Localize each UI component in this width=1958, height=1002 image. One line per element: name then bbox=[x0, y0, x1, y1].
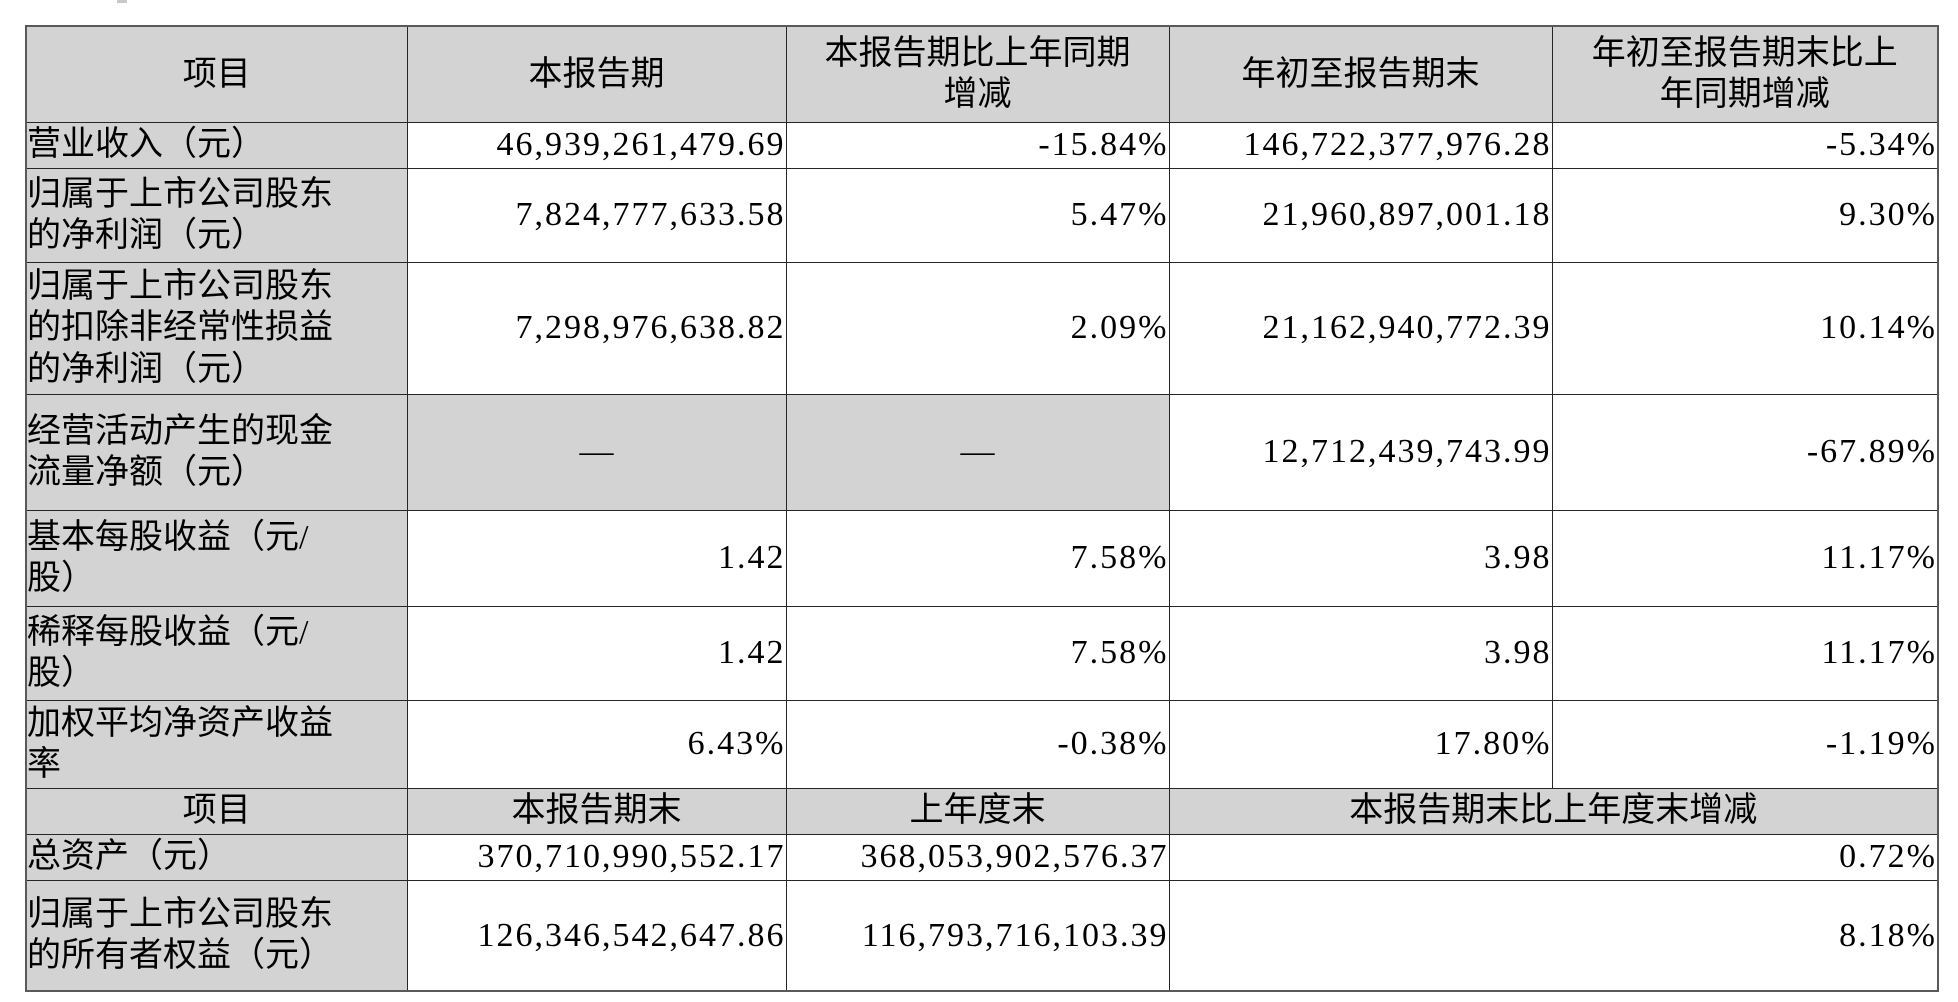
column-header-end-current: 本报告期末 bbox=[406, 787, 787, 835]
value-cell: 1.42 bbox=[406, 605, 787, 701]
column-header-ytd: 年初至报告期末 bbox=[1168, 25, 1553, 123]
value-cell: 17.80% bbox=[1168, 699, 1553, 789]
value-cell: -1.19% bbox=[1551, 699, 1939, 789]
value-cell: 9.30% bbox=[1551, 167, 1939, 263]
value-cell: -0.38% bbox=[785, 699, 1170, 789]
value-cell: 12,712,439,743.99 bbox=[1168, 393, 1553, 511]
value-cell: 21,162,940,772.39 bbox=[1168, 261, 1553, 395]
value-cell: 7.58% bbox=[785, 605, 1170, 701]
value-cell: 116,793,716,103.39 bbox=[785, 879, 1170, 992]
column-header-ytd-change: 年初至报告期末比上 年同期增减 bbox=[1551, 25, 1939, 123]
column-header-item-2: 项目 bbox=[25, 787, 408, 835]
value-cell: 21,960,897,001.18 bbox=[1168, 167, 1553, 263]
row-label: 归属于上市公司股东 的所有者权益（元） bbox=[25, 879, 408, 992]
value-cell: 3.98 bbox=[1168, 509, 1553, 607]
value-cell: 368,053,902,576.37 bbox=[785, 833, 1170, 881]
table-row-owners-equity: 归属于上市公司股东 的所有者权益（元） 126,346,542,647.86 1… bbox=[25, 879, 1939, 992]
value-cell-empty: — bbox=[406, 393, 787, 511]
table-row-diluted-eps: 稀释每股收益（元/ 股） 1.42 7.58% 3.98 11.17% bbox=[25, 605, 1939, 701]
table-row-net-profit-excl-nonrecurring: 归属于上市公司股东 的扣除非经常性损益 的净利润（元） 7,298,976,63… bbox=[25, 261, 1939, 395]
row-label: 归属于上市公司股东 的扣除非经常性损益 的净利润（元） bbox=[25, 261, 408, 395]
table-row-operating-cash-flow: 经营活动产生的现金 流量净额（元） — — 12,712,439,743.99 … bbox=[25, 393, 1939, 511]
value-cell: -5.34% bbox=[1551, 121, 1939, 169]
value-cell: 0.72% bbox=[1168, 833, 1939, 881]
row-label: 总资产（元） bbox=[25, 833, 408, 881]
row-label: 基本每股收益（元/ 股） bbox=[25, 509, 408, 607]
value-cell: 8.18% bbox=[1168, 879, 1939, 992]
column-header-current-period-change: 本报告期比上年同期 增减 bbox=[785, 25, 1170, 123]
value-cell: 1.42 bbox=[406, 509, 787, 607]
value-cell: 126,346,542,647.86 bbox=[406, 879, 787, 992]
section2-header-row: 项目 本报告期末 上年度末 本报告期末比上年度末增减 bbox=[25, 787, 1939, 835]
value-cell: 10.14% bbox=[1551, 261, 1939, 395]
row-label: 营业收入（元） bbox=[25, 121, 408, 169]
value-cell: 146,722,377,976.28 bbox=[1168, 121, 1553, 169]
value-cell: -67.89% bbox=[1551, 393, 1939, 511]
value-cell: 7,298,976,638.82 bbox=[406, 261, 787, 395]
column-header-current-period: 本报告期 bbox=[406, 25, 787, 123]
row-label: 归属于上市公司股东 的净利润（元） bbox=[25, 167, 408, 263]
value-cell: 6.43% bbox=[406, 699, 787, 789]
value-cell: 11.17% bbox=[1551, 605, 1939, 701]
column-header-end-change: 本报告期末比上年度末增减 bbox=[1168, 787, 1939, 835]
value-cell: 7.58% bbox=[785, 509, 1170, 607]
row-label: 加权平均净资产收益 率 bbox=[25, 699, 408, 789]
value-cell: 7,824,777,633.58 bbox=[406, 167, 787, 263]
value-cell-empty: — bbox=[785, 393, 1170, 511]
value-cell: 5.47% bbox=[785, 167, 1170, 263]
row-label: 稀释每股收益（元/ 股） bbox=[25, 605, 408, 701]
table-row-operating-revenue: 营业收入（元） 46,939,261,479.69 -15.84% 146,72… bbox=[25, 121, 1939, 169]
column-header-item: 项目 bbox=[25, 25, 408, 123]
row-label: 经营活动产生的现金 流量净额（元） bbox=[25, 393, 408, 511]
value-cell: -15.84% bbox=[785, 121, 1170, 169]
section1-header-row: 项目 本报告期 本报告期比上年同期 增减 年初至报告期末 年初至报告期末比上 年… bbox=[25, 25, 1939, 123]
table-row-weighted-avg-roe: 加权平均净资产收益 率 6.43% -0.38% 17.80% -1.19% bbox=[25, 699, 1939, 789]
value-cell: 370,710,990,552.17 bbox=[406, 833, 787, 881]
table-row-basic-eps: 基本每股收益（元/ 股） 1.42 7.58% 3.98 11.17% bbox=[25, 509, 1939, 607]
value-cell: 3.98 bbox=[1168, 605, 1553, 701]
value-cell: 11.17% bbox=[1551, 509, 1939, 607]
financial-summary-table: 项目 本报告期 本报告期比上年同期 增减 年初至报告期末 年初至报告期末比上 年… bbox=[25, 25, 1939, 992]
table-row-total-assets: 总资产（元） 370,710,990,552.17 368,053,902,57… bbox=[25, 833, 1939, 881]
value-cell: 2.09% bbox=[785, 261, 1170, 395]
table-row-net-profit: 归属于上市公司股东 的净利润（元） 7,824,777,633.58 5.47%… bbox=[25, 167, 1939, 263]
value-cell: 46,939,261,479.69 bbox=[406, 121, 787, 169]
clipped-content-artifact bbox=[117, 0, 127, 3]
column-header-end-prev-year: 上年度末 bbox=[785, 787, 1170, 835]
